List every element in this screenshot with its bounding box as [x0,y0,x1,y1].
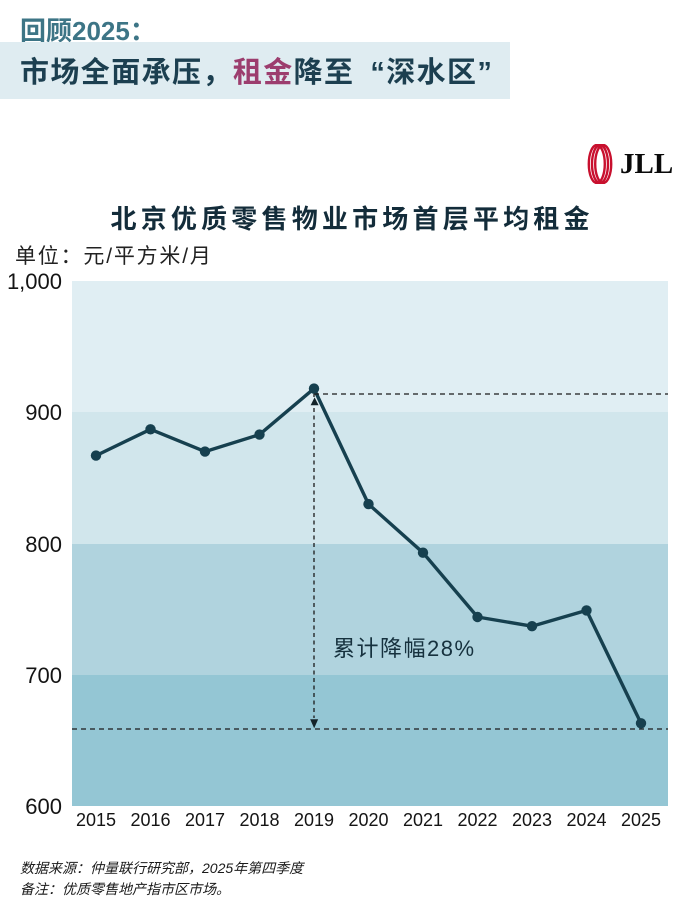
svg-text:JLL: JLL [620,148,673,180]
